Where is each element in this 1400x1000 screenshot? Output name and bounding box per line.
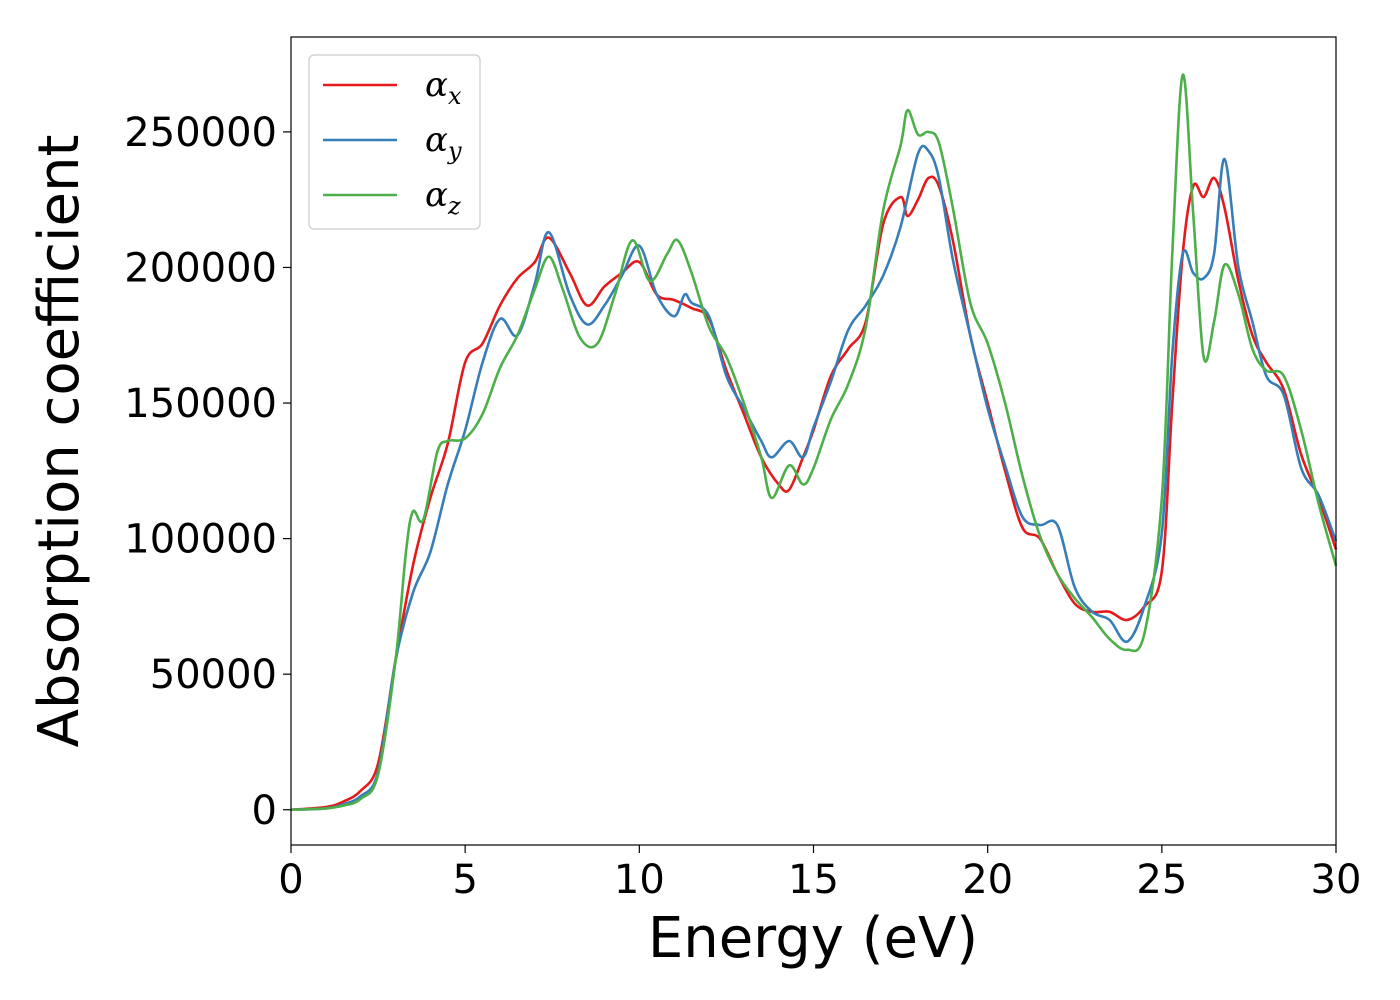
- y-tick-label: 0: [252, 788, 277, 834]
- x-tick-label: 10: [614, 857, 665, 903]
- x-tick-label: 30: [1311, 857, 1362, 903]
- x-tick-label: 0: [278, 857, 303, 903]
- series-layer: [290, 73, 1338, 812]
- x-tick-label: 25: [1136, 857, 1187, 903]
- series-line-alpha-y: [290, 144, 1338, 812]
- y-tick-label: 250000: [124, 110, 277, 156]
- y-tick-label: 50000: [150, 652, 277, 698]
- y-tick-label: 100000: [124, 517, 277, 563]
- x-axis-ticks: 0 5 10 15 20 25 30: [278, 845, 1361, 903]
- x-axis-title: Energy (eV): [648, 906, 978, 971]
- x-tick-label: 15: [788, 857, 839, 903]
- y-axis-ticks: 0 50000 100000 150000 200000 250000: [124, 110, 291, 834]
- x-tick-label: 20: [962, 857, 1013, 903]
- y-tick-label: 150000: [124, 381, 277, 427]
- series-line-alpha-z: [290, 73, 1338, 812]
- x-tick-label: 5: [452, 857, 477, 903]
- legend-box: [308, 54, 481, 230]
- y-tick-label: 200000: [124, 245, 277, 291]
- y-axis-title: Absorption coefficient: [27, 135, 92, 748]
